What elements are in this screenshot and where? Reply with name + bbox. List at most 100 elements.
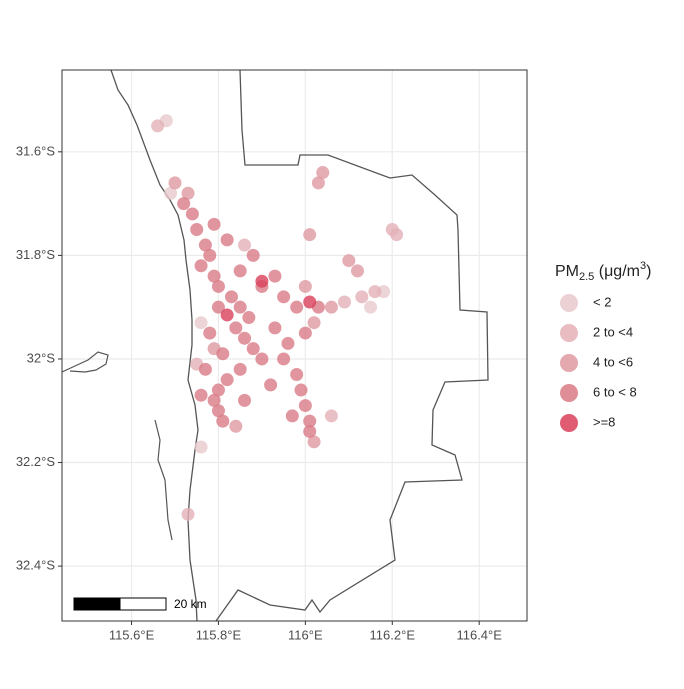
station-point xyxy=(285,409,299,423)
station-point xyxy=(220,373,234,387)
station-point xyxy=(168,176,182,190)
station-point xyxy=(290,368,304,381)
x-tick-label: 116.4°E xyxy=(456,627,502,642)
station-point xyxy=(316,166,330,180)
y-tick-label: 31.8°S xyxy=(16,247,56,262)
legend-title-end: ) xyxy=(646,263,651,280)
grid xyxy=(62,70,527,621)
station-point xyxy=(294,383,308,397)
station-point xyxy=(246,342,260,356)
station-point xyxy=(351,264,365,278)
station-point xyxy=(194,388,208,402)
legend-label: 2 to <4 xyxy=(593,324,633,339)
station-point xyxy=(198,238,212,252)
station-point xyxy=(203,326,217,340)
station-point xyxy=(220,233,234,247)
legend-title-main: PM xyxy=(555,263,579,280)
station-point xyxy=(277,352,291,366)
legend-title-sub: 2.5 xyxy=(579,271,594,283)
scale-bar-white xyxy=(119,597,167,611)
station-point xyxy=(246,248,260,262)
station-point xyxy=(233,300,247,314)
station-point xyxy=(233,362,247,376)
station-point xyxy=(342,254,356,268)
y-tick-label: 32.2°S xyxy=(16,454,56,469)
station-point xyxy=(207,393,221,407)
station-point xyxy=(229,419,243,433)
station-point xyxy=(242,311,256,325)
station-point xyxy=(181,507,195,521)
legend: PM2.5 (μg/m3) < 2 2 to <4 4 to <6 6 to < 8 >… xyxy=(555,260,651,432)
legend-title-mid: (μg/m xyxy=(594,263,640,280)
station-point xyxy=(324,300,338,314)
station-point xyxy=(298,326,312,340)
station-point xyxy=(203,248,217,262)
legend-swatch xyxy=(560,414,578,432)
station-point xyxy=(233,264,247,278)
scale-bar-black xyxy=(73,597,121,611)
station-point xyxy=(194,259,208,273)
station-point xyxy=(303,295,317,309)
station-point xyxy=(211,279,225,293)
station-point xyxy=(324,409,338,423)
station-point xyxy=(268,321,282,335)
station-point xyxy=(151,119,165,133)
station-point xyxy=(229,321,243,335)
scale-bar-label: 20 km xyxy=(174,597,207,611)
y-tick-label: 32.4°S xyxy=(16,558,56,573)
panel-border xyxy=(61,69,528,622)
station-point xyxy=(303,424,317,438)
station-point xyxy=(164,186,178,200)
x-tick-label: 116°E xyxy=(288,627,323,642)
station-point xyxy=(220,308,234,322)
station-point xyxy=(307,316,321,330)
station-point xyxy=(298,399,312,413)
station-point xyxy=(238,331,252,345)
station-point xyxy=(181,186,195,200)
x-tick-label: 115.8°E xyxy=(196,627,242,642)
station-point xyxy=(198,362,212,376)
map-shapes xyxy=(62,70,489,621)
station-point xyxy=(255,352,269,366)
station-point xyxy=(185,207,199,221)
legend-swatch xyxy=(560,294,578,312)
points xyxy=(151,114,404,521)
station-point xyxy=(307,435,321,449)
station-point xyxy=(277,290,291,304)
legend-label: >=8 xyxy=(593,414,615,429)
station-point xyxy=(290,300,304,314)
station-point xyxy=(390,228,404,242)
legend-label: 6 to < 8 xyxy=(593,384,637,399)
station-point xyxy=(303,228,317,242)
station-point xyxy=(268,269,282,283)
station-point xyxy=(211,404,225,418)
station-point xyxy=(368,285,382,299)
station-point xyxy=(298,279,312,293)
station-point xyxy=(355,290,369,304)
station-point xyxy=(194,440,208,454)
legend-title-sup: 3 xyxy=(640,260,646,272)
station-point xyxy=(238,393,252,407)
station-point xyxy=(194,316,208,330)
station-point xyxy=(177,197,191,211)
scale-bar: 20 km xyxy=(73,597,207,611)
station-point xyxy=(337,295,351,309)
station-point xyxy=(255,274,269,288)
station-point xyxy=(281,336,295,350)
legend-swatch xyxy=(560,354,578,372)
y-tick-label: 32°S xyxy=(27,350,56,365)
river-inlet xyxy=(62,351,173,541)
station-point xyxy=(264,378,278,392)
station-point xyxy=(190,223,204,236)
legend-swatch xyxy=(560,384,578,402)
station-point xyxy=(311,176,325,190)
legend-swatch xyxy=(560,324,578,342)
station-point xyxy=(303,414,317,428)
region-boundary xyxy=(110,70,489,621)
x-tick-label: 116.2°E xyxy=(370,627,416,642)
station-point xyxy=(207,269,221,283)
station-point xyxy=(216,414,230,428)
station-point xyxy=(238,238,252,252)
